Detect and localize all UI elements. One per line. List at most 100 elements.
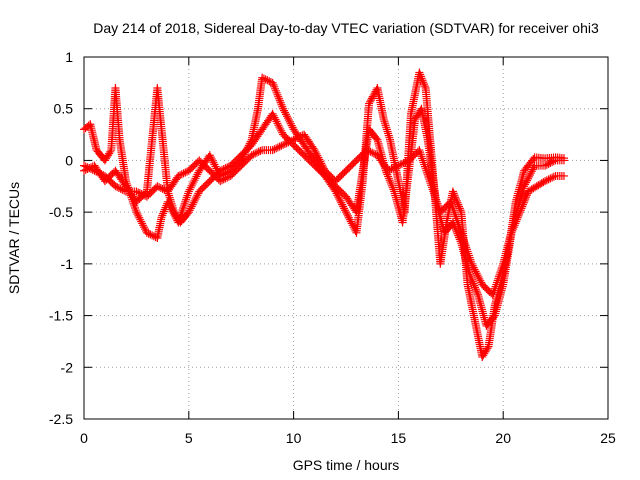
data-point [401,158,410,167]
data-point [344,213,353,222]
data-point [252,148,261,157]
data-point [272,88,281,97]
data-point [268,109,277,118]
data-point [80,161,88,170]
data-point [489,313,498,322]
data-point [269,111,278,120]
y-tick-label: 1 [65,49,73,65]
data-point [219,175,228,184]
data-point [211,162,220,171]
data-point [280,106,289,115]
data-point [525,171,534,180]
data-point [106,147,115,156]
data-point [259,74,268,83]
data-point [420,82,429,91]
data-point [142,228,151,237]
data-point [268,146,277,155]
data-point [272,144,281,153]
data-point [310,146,319,155]
data-point [270,145,279,154]
data-point [265,77,274,86]
data-point [341,206,350,215]
data-point [392,162,401,171]
data-point [467,275,476,284]
data-point [284,138,293,147]
data-point [134,211,143,220]
data-point [277,126,286,135]
data-point [116,184,125,193]
data-point [179,169,188,178]
data-point [249,150,258,159]
data-point [468,277,477,286]
data-point [277,100,286,109]
data-point [174,171,183,180]
data-point [188,200,197,209]
data-point [362,146,371,155]
data-point [347,219,356,228]
data-point [190,176,199,185]
data-point [207,155,216,164]
data-point [470,265,479,274]
data-point [372,134,381,143]
data-point [287,136,296,145]
data-point [364,146,373,155]
data-point [336,196,345,205]
x-tick-label: 5 [185,430,193,446]
data-point [261,75,270,84]
data-point [521,194,530,203]
data-point [210,160,219,169]
data-point [548,158,557,167]
data-point [312,149,321,158]
data-point [419,78,428,87]
data-point [337,198,346,207]
data-point [273,90,282,99]
data-point [385,176,394,185]
data-point [95,169,104,178]
data-point [476,276,485,285]
data-point [448,187,457,196]
data-point [276,98,285,107]
data-point [417,74,426,83]
data-point [251,149,260,158]
data-point [137,217,146,226]
data-point [314,153,323,162]
data-point [452,196,461,205]
y-tick-label: -2 [61,359,74,375]
data-point [97,170,106,179]
data-point [272,117,281,126]
data-point [271,115,280,124]
data-point [453,198,462,207]
data-point [468,261,477,270]
data-point [416,70,425,79]
data-point [132,208,141,217]
y-axis-title: SDTVAR / TECUs [6,182,22,294]
data-point [274,121,283,130]
data-point [542,160,551,169]
data-point [219,165,228,174]
data-point [275,123,284,132]
data-point [275,94,284,103]
data-point [223,163,232,172]
data-point [289,135,298,144]
data-point [342,210,351,219]
data-point [271,86,280,95]
data-point [270,113,279,122]
data-point [522,178,531,187]
chart-title: Day 214 of 2018, Sidereal Day-to-day VTE… [93,20,599,36]
data-point [140,225,149,234]
data-point [206,153,215,162]
data-point [544,175,553,184]
data-point [186,204,195,213]
data-point [528,165,537,174]
data-point [114,184,123,193]
data-point [390,163,399,172]
data-point [416,72,425,81]
y-tick-label: -1 [61,256,74,272]
data-point [293,134,302,143]
data-point [135,213,144,222]
data-point [315,155,324,164]
data-point [281,110,290,119]
data-point [294,133,303,142]
data-point [389,185,398,194]
data-point [221,174,230,183]
